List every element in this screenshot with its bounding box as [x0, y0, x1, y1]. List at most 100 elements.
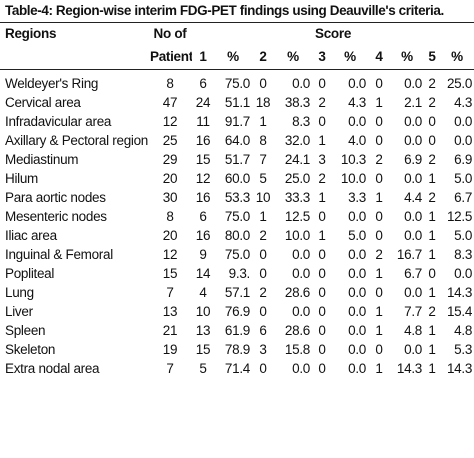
cell-score-2-count: 8 [259, 133, 267, 148]
cell-patients: 20 [162, 228, 178, 243]
cell-score-5-count: 1 [428, 285, 436, 300]
cell-patients: 19 [162, 342, 178, 357]
cell-region: Hilum [5, 171, 39, 186]
table-row: Iliac area 20 16 80.0 2 10.0 1 5.0 0 0.0 1 5.0 [0, 226, 474, 245]
cell-score-1-count: 16 [195, 133, 211, 148]
cell-score-5-percent: 0.0 [454, 266, 473, 281]
cell-score-4-percent: 0.0 [404, 342, 422, 357]
cell-score-4-count: 0 [375, 171, 383, 186]
cell-score-5-count: 1 [428, 209, 436, 224]
cell-score-1-count: 5 [199, 361, 207, 376]
cell-score-4-percent: 0.0 [404, 114, 422, 129]
cell-region: Skeleton [5, 342, 56, 357]
cell-score-3-percent: 5.0 [348, 228, 366, 243]
cell-score-4-count: 0 [375, 228, 383, 243]
cell-patients: 30 [162, 190, 178, 205]
cell-score-3-count: 2 [318, 95, 326, 110]
cell-score-5-count: 0 [428, 114, 436, 129]
cell-score-4-count: 2 [375, 152, 383, 167]
cell-score-3-percent: 0.0 [348, 209, 366, 224]
cell-score-3-count: 0 [318, 361, 326, 376]
cell-score-4-percent: 0.0 [404, 76, 422, 91]
cell-score-5-percent: 25.0 [446, 76, 473, 91]
cell-score-1-percent: 57.1 [224, 285, 250, 300]
cell-region: Iliac area [5, 228, 57, 243]
cell-score-2-count: 18 [255, 95, 271, 110]
cell-score-2-percent: 12.5 [284, 209, 310, 224]
cell-region: Axillary & Pectoral region [5, 133, 148, 148]
cell-score-4-percent: 4.8 [404, 323, 422, 338]
cell-score-1-count: 6 [199, 209, 207, 224]
header-patients: Patients [150, 49, 192, 64]
cell-patients: 47 [162, 95, 178, 110]
cell-score-2-percent: 25.0 [284, 171, 310, 186]
header-score-4: 4 [375, 49, 383, 64]
cell-score-1-count: 15 [195, 342, 211, 357]
cell-score-3-percent: 0.0 [348, 361, 366, 376]
header-regions: Regions [5, 26, 57, 41]
cell-score-3-count: 0 [318, 323, 326, 338]
cell-score-3-percent: 4.0 [348, 133, 366, 148]
header-score-2: 2 [259, 49, 267, 64]
cell-score-4-count: 1 [375, 323, 383, 338]
cell-region: Inguinal & Femoral [5, 247, 113, 262]
table-row: Mesenteric nodes 8 6 75.0 1 12.5 0 0.0 0 0.0 1 12.5 [0, 207, 474, 226]
cell-score-5-count: 0 [428, 133, 436, 148]
header-percent-5: % [451, 49, 463, 64]
cell-score-4-percent: 7.7 [404, 304, 422, 319]
cell-score-2-percent: 38.3 [284, 95, 310, 110]
cell-score-3-count: 1 [318, 190, 326, 205]
cell-score-1-percent: 80.0 [224, 228, 250, 243]
cell-score-3-count: 2 [318, 171, 326, 186]
cell-region: Mediastinum [5, 152, 79, 167]
cell-score-5-count: 1 [428, 361, 436, 376]
cell-score-5-percent: 0.0 [454, 114, 473, 129]
cell-score-2-percent: 33.3 [284, 190, 310, 205]
cell-score-5-count: 1 [428, 171, 436, 186]
cell-score-1-percent: 75.0 [224, 209, 250, 224]
cell-score-3-percent: 10.0 [340, 171, 366, 186]
cell-score-2-count: 0 [259, 247, 267, 262]
cell-score-4-count: 1 [375, 190, 383, 205]
table-row: Skeleton 19 15 78.9 3 15.8 0 0.0 0 0.0 1 5.3 [0, 340, 474, 359]
cell-score-2-percent: 24.1 [284, 152, 310, 167]
cell-score-5-percent: 0.0 [454, 133, 473, 148]
table-row: Axillary & Pectoral region 25 16 64.0 8 32.0 1… [0, 131, 474, 150]
cell-score-2-count: 2 [259, 285, 267, 300]
header-percent-2: % [287, 49, 299, 64]
cell-score-4-count: 0 [375, 114, 383, 129]
cell-score-5-percent: 8.3 [454, 247, 473, 262]
cell-score-5-count: 1 [428, 228, 436, 243]
cell-score-5-count: 2 [428, 95, 436, 110]
cell-score-1-percent: 64.0 [224, 133, 250, 148]
cell-score-1-count: 11 [196, 114, 210, 129]
cell-score-4-percent: 0.0 [404, 171, 422, 186]
table-row: Hilum 20 12 60.0 5 25.0 2 10.0 0 0.0 1 5.0 [0, 169, 474, 188]
cell-score-1-count: 13 [195, 323, 211, 338]
cell-score-1-percent: 53.3 [224, 190, 250, 205]
cell-score-4-percent: 4.4 [404, 190, 422, 205]
cell-score-2-count: 3 [259, 342, 267, 357]
cell-score-1-count: 14 [195, 266, 211, 281]
cell-score-2-percent: 28.6 [284, 285, 310, 300]
cell-score-4-percent: 0.0 [404, 209, 422, 224]
header-score-1: 1 [199, 49, 207, 64]
cell-score-3-percent: 0.0 [348, 342, 366, 357]
cell-score-2-percent: 0.0 [292, 304, 310, 319]
header-score-3: 3 [318, 49, 326, 64]
cell-region: Weldeyer's Ring [5, 76, 99, 91]
cell-patients: 8 [166, 209, 174, 224]
cell-patients: 13 [162, 304, 178, 319]
cell-score-1-percent: 76.9 [224, 304, 250, 319]
table-row: Para aortic nodes 30 16 53.3 10 33.3 1 3.3 1 4.4 2… [0, 188, 474, 207]
cell-score-5-percent: 14.3 [446, 285, 473, 300]
cell-score-3-count: 0 [318, 266, 326, 281]
cell-score-5-count: 2 [428, 76, 436, 91]
cell-score-2-count: 10 [255, 190, 271, 205]
cell-score-4-percent: 2.1 [404, 95, 422, 110]
cell-score-2-percent: 0.0 [292, 361, 310, 376]
cell-score-3-count: 0 [318, 247, 326, 262]
cell-score-2-percent: 15.8 [284, 342, 310, 357]
cell-score-2-count: 2 [259, 228, 267, 243]
table-body: Weldeyer's Ring 8 6 75.0 0 0.0 0 0.0 0 0.0 2 25.0 Ce… [0, 70, 474, 379]
